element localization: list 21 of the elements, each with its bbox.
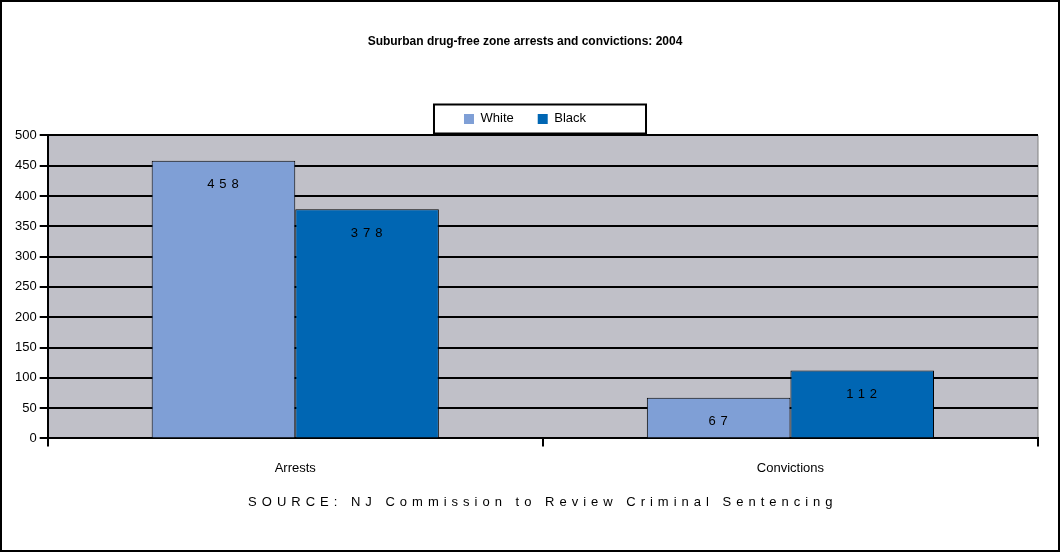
y-tick-label: 250 xyxy=(14,278,37,294)
y-tick-label: 350 xyxy=(14,217,37,233)
y-tick-label: 500 xyxy=(14,126,37,142)
chart-title: Suburban drug-free zone arrests and convictions: 2004 xyxy=(367,33,683,48)
legend-label: Black xyxy=(554,110,587,126)
y-tick-label: 150 xyxy=(14,339,37,355)
y-tick-label: 300 xyxy=(14,248,37,264)
data-label: 458 xyxy=(207,176,244,192)
y-tick-label: 450 xyxy=(14,157,37,173)
data-label: 67 xyxy=(708,413,733,429)
x-tick-label: Convictions xyxy=(756,459,825,475)
y-tick-label: 100 xyxy=(14,369,37,385)
x-tick-label: Arrests xyxy=(274,459,317,475)
data-label: 112 xyxy=(846,386,883,402)
y-tick-label: 200 xyxy=(14,308,37,324)
y-tick-label: 400 xyxy=(14,187,37,203)
legend-label: White xyxy=(480,110,514,126)
data-label: 378 xyxy=(350,224,388,240)
y-tick-label: 50 xyxy=(22,399,37,415)
y-tick-label: 0 xyxy=(29,429,37,445)
source-note: SOURCE: NJ Commission to Review Criminal Sentencing xyxy=(248,493,838,509)
